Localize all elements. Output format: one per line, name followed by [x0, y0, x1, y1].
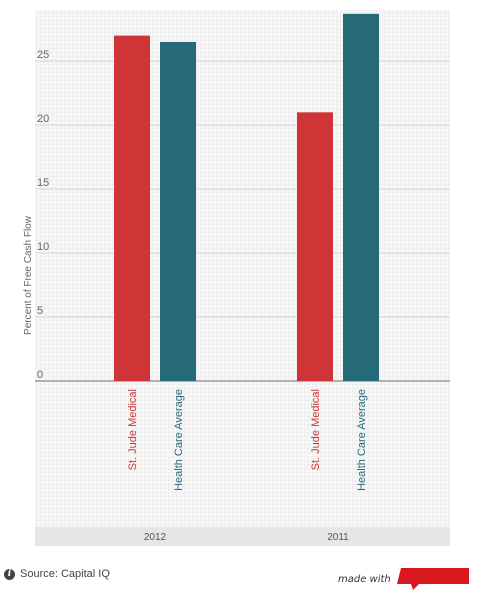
bar[interactable]	[160, 41, 196, 381]
group-label: 2012	[144, 532, 167, 543]
bar-category-label: St. Jude Medical	[310, 389, 322, 470]
bar[interactable]	[343, 13, 379, 382]
group-label-band	[35, 527, 450, 546]
y-tick-label: 10	[37, 241, 49, 253]
y-axis-label: Percent of Free Cash Flow	[23, 215, 34, 335]
made-with-link[interactable]: made with	[338, 568, 469, 590]
made-with-text: made with	[338, 573, 391, 585]
bar-category-label: Health Care Average	[173, 389, 185, 491]
plot-background	[35, 10, 450, 546]
y-tick-label: 15	[37, 177, 49, 189]
bar[interactable]	[297, 112, 333, 382]
source-note: i Source: Capital IQ	[4, 568, 110, 580]
bar[interactable]	[114, 35, 150, 381]
info-icon: i	[4, 568, 15, 580]
brand-logo-icon	[396, 568, 469, 590]
y-tick-label: 20	[37, 113, 49, 125]
source-text: Source: Capital IQ	[20, 568, 110, 580]
y-tick-label: 5	[37, 305, 43, 317]
bar-category-label: Health Care Average	[356, 389, 368, 491]
group-label: 2011	[327, 532, 349, 543]
y-tick-label: 0	[37, 369, 43, 381]
bar-category-label: St. Jude Medical	[127, 389, 139, 470]
y-tick-label: 25	[37, 49, 49, 61]
bar-chart: 0 5 10 15 20 25 Percent of Free Cash Flow St. J…	[23, 10, 450, 546]
